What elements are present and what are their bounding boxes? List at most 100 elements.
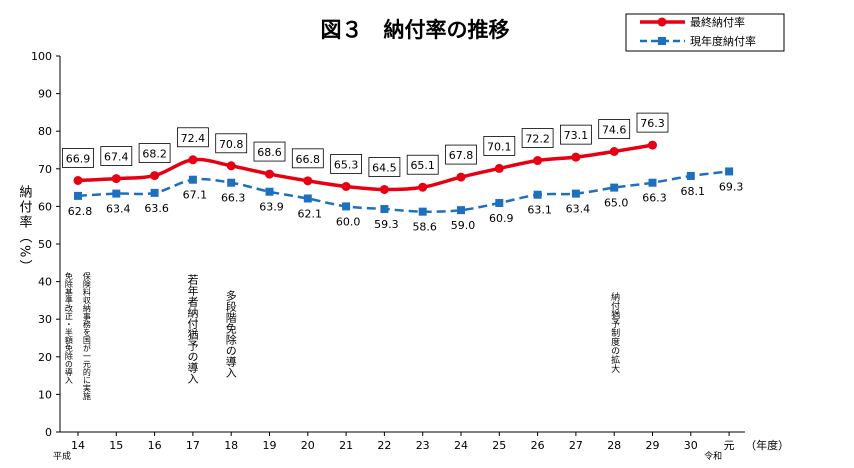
data-label-box-final-rate — [62, 148, 94, 168]
legend-label-current-year-rate: 現年度納付率 — [690, 34, 756, 48]
series-line-current-year-rate — [77, 170, 730, 213]
data-label-final-rate: 72.2 — [525, 133, 550, 146]
data-label-box-final-rate — [100, 146, 133, 166]
y-tick-label: 30 — [38, 313, 52, 326]
data-label-current-year-rate: 63.4 — [566, 203, 591, 216]
data-label-current-year-rate: 66.3 — [221, 192, 246, 205]
data-label-final-rate: 65.3 — [334, 158, 359, 171]
annotation-28-0: 納付猶予制度の拡大 — [609, 292, 620, 373]
data-label-current-year-rate: 66.3 — [642, 192, 667, 205]
x-tick-label: 30 — [684, 439, 698, 452]
data-point-final-rate — [571, 152, 581, 162]
data-point-current-year-rate — [418, 207, 427, 216]
y-tick-label: 10 — [38, 388, 52, 401]
x-tick-label: 22 — [377, 439, 391, 452]
data-label-final-rate: 74.6 — [602, 124, 627, 137]
data-label-current-year-rate: 65.0 — [604, 197, 629, 210]
data-label-current-year-rate: 63.6 — [144, 202, 169, 215]
era-label-reiwa: 令和 — [704, 450, 722, 462]
annotation-17-0: 若年者納付猶予の導入 — [185, 274, 199, 384]
series-line-final-rate — [77, 143, 653, 192]
data-point-current-year-rate — [303, 194, 312, 203]
data-point-final-rate — [265, 169, 274, 179]
data-point-final-rate — [150, 171, 160, 181]
x-tick-label: 20 — [301, 439, 315, 452]
data-label-box-final-rate — [560, 124, 592, 145]
y-tick-label: 40 — [38, 276, 52, 289]
data-label-final-rate: 67.8 — [449, 149, 474, 162]
data-point-current-year-rate — [150, 188, 159, 197]
series-layer — [73, 140, 734, 216]
data-label-final-rate: 66.8 — [296, 153, 321, 166]
data-label-current-year-rate: 63.4 — [106, 203, 131, 216]
data-label-current-year-rate: 62.8 — [68, 205, 93, 218]
data-label-final-rate: 64.5 — [372, 161, 397, 174]
legend-label-final-rate: 最終納付率 — [690, 15, 745, 29]
data-point-final-rate — [341, 181, 351, 191]
data-point-final-rate — [494, 163, 504, 173]
data-label-box-final-rate — [215, 133, 248, 154]
data-label-current-year-rate: 63.9 — [259, 201, 284, 214]
data-point-current-year-rate — [380, 205, 389, 214]
data-point-current-year-rate — [342, 202, 351, 211]
data-label-box-final-rate — [636, 112, 669, 133]
x-axis-unit: （年度） — [745, 438, 789, 452]
data-point-final-rate — [418, 182, 428, 192]
data-point-current-year-rate — [457, 206, 465, 215]
data-label-current-year-rate: 59.3 — [374, 218, 399, 231]
y-tick-label: 90 — [38, 88, 52, 101]
data-point-current-year-rate — [227, 178, 236, 187]
annotation-14-1: 免除基準改正・半額免除の導入 — [64, 272, 74, 384]
data-point-final-rate — [303, 176, 313, 186]
data-point-current-year-rate — [74, 191, 82, 200]
data-point-final-rate — [73, 175, 83, 185]
legend-box — [625, 13, 785, 52]
data-label-current-year-rate: 58.6 — [412, 221, 437, 234]
data-label-final-rate: 66.9 — [66, 152, 91, 165]
chart-title: 図３ 納付率の推移 — [321, 18, 510, 42]
data-label-final-rate: 73.1 — [564, 129, 589, 142]
data-label-current-year-rate: 63.1 — [527, 204, 552, 217]
data-point-final-rate — [226, 161, 236, 171]
data-point-current-year-rate — [265, 187, 274, 196]
data-label-final-rate: 70.1 — [487, 140, 512, 153]
data-point-final-rate — [456, 172, 466, 182]
data-label-box-final-rate — [368, 157, 401, 177]
data-label-final-rate: 76.3 — [640, 117, 665, 130]
x-tick-label: 28 — [607, 439, 621, 452]
data-point-current-year-rate — [725, 167, 734, 176]
data-label-final-rate: 65.1 — [410, 159, 435, 172]
y-tick-label: 50 — [38, 238, 52, 251]
x-tick-label: 23 — [416, 439, 430, 452]
y-tick-label: 60 — [38, 200, 52, 213]
data-label-box-final-rate — [406, 154, 439, 175]
data-label-final-rate: 68.6 — [257, 146, 282, 159]
data-label-box-final-rate — [330, 154, 363, 174]
data-point-current-year-rate — [533, 190, 542, 199]
data-label-final-rate: 68.2 — [142, 148, 167, 161]
data-label-box-final-rate — [138, 143, 171, 163]
y-tick-label: 100 — [31, 50, 52, 63]
data-point-final-rate — [188, 155, 198, 165]
data-label-box-final-rate — [521, 128, 554, 148]
legend-marker-current-year-rate — [658, 37, 666, 45]
x-tick-label: 15 — [109, 439, 123, 452]
data-point-current-year-rate — [686, 171, 695, 180]
data-point-current-year-rate — [610, 183, 619, 192]
x-tick-label: 24 — [454, 439, 468, 452]
data-label-final-rate: 67.4 — [104, 151, 129, 164]
data-label-final-rate: 72.4 — [181, 132, 206, 145]
data-point-current-year-rate — [495, 199, 504, 208]
y-tick-label: 20 — [38, 351, 52, 364]
era-label-heisei: 平成 — [53, 450, 71, 462]
annotation-18-0: 多段階免除の導入 — [224, 290, 238, 378]
data-point-final-rate — [609, 147, 619, 157]
x-tick-label: 21 — [339, 439, 353, 452]
data-label-current-year-rate: 67.1 — [183, 189, 208, 202]
data-label-box-final-rate — [291, 148, 324, 169]
data-point-current-year-rate — [648, 178, 657, 187]
y-tick-label: 80 — [38, 125, 52, 138]
data-label-box-final-rate — [176, 127, 209, 148]
data-label-current-year-rate: 60.9 — [489, 212, 514, 225]
data-point-current-year-rate — [571, 189, 580, 198]
